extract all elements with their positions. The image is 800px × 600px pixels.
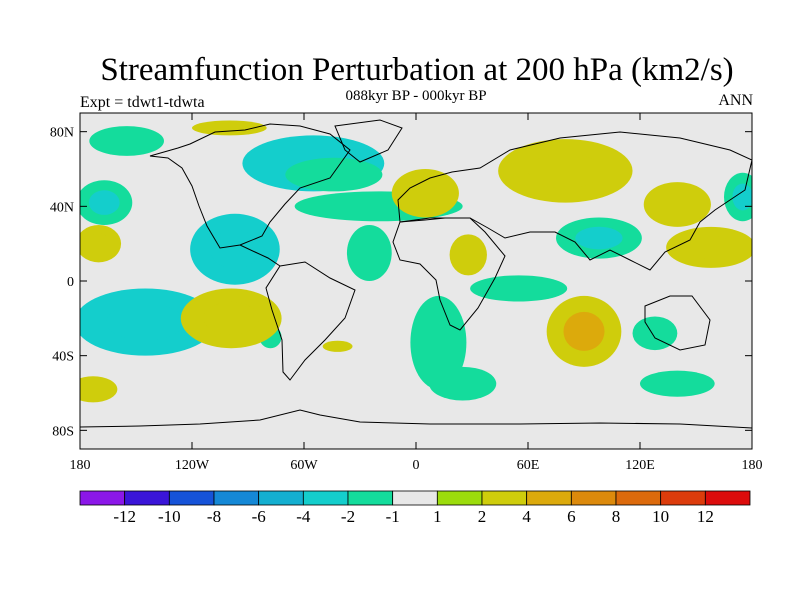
colorbar-swatch [258, 490, 304, 506]
lon-tick-label: 0 [413, 458, 420, 473]
lon-tick-label: 120W [175, 458, 210, 473]
anomaly-region-26 [192, 120, 267, 136]
colorbar-label: -2 [341, 507, 355, 526]
colorbar-label: -1 [386, 507, 400, 526]
coastline-north-america [149, 123, 351, 249]
lat-tick-label: 80N [50, 126, 74, 141]
anomaly-region-24 [80, 376, 118, 403]
anomaly-region-3 [285, 157, 383, 192]
map-subtitle: 088kyr BP - 000kyr BP [345, 88, 487, 104]
colorbar-swatch [660, 490, 706, 506]
lat-tick-label: 80S [52, 424, 74, 439]
lon-tick-label: 180 [742, 458, 763, 473]
anomaly-core-7 [88, 190, 120, 215]
colorbar-label: -4 [296, 507, 311, 526]
lon-tick-label: 60W [290, 458, 318, 473]
lon-tick-label: 180 [70, 458, 91, 473]
anomaly-region-19 [449, 234, 487, 276]
longitude-axis: 180 120W 60W 0 60E 120E 180 [70, 113, 763, 473]
anomaly-region-9 [429, 366, 497, 401]
lon-tick-label: 60E [517, 458, 540, 473]
anomaly-region-5 [346, 225, 392, 281]
anomaly-core-22 [86, 233, 111, 254]
anomaly-core-0 [106, 303, 185, 341]
colorbar-label: -6 [252, 507, 266, 526]
coastline-greenland [334, 119, 403, 163]
colorbar-swatch [392, 490, 438, 506]
coastlines [80, 119, 752, 429]
lat-tick-label: 40N [50, 200, 74, 215]
anomaly-field [80, 120, 752, 403]
anomaly-core-12 [732, 183, 752, 211]
map-background [80, 113, 752, 449]
coastline-south-america [265, 261, 356, 381]
colorbar-label: 6 [567, 507, 576, 526]
coastline-africa [392, 217, 506, 331]
colorbar-swatch [124, 490, 170, 506]
colorbar-label: 12 [697, 507, 714, 526]
lat-tick-label: 0 [67, 275, 74, 290]
coastline-antarctica [80, 409, 752, 429]
colorbar-swatch [704, 490, 751, 506]
colorbar-label: 4 [522, 507, 531, 526]
colorbar-legend: -12 -10 -8 -6 -4 -2 -1 1 2 4 6 8 10 12 [79, 490, 751, 526]
colorbar-swatch [79, 490, 126, 506]
colorbar-label: -12 [113, 507, 136, 526]
lon-tick-label: 120E [625, 458, 655, 473]
period-label: ANN [718, 92, 753, 109]
lat-tick-label: 40S [52, 350, 74, 365]
colorbar-label: -8 [207, 507, 221, 526]
anomaly-core-20 [563, 311, 605, 351]
experiment-label: Expt = tdwt1-tdwta [80, 94, 205, 111]
colorbar-swatch [302, 490, 349, 506]
anomaly-core-1 [210, 229, 260, 269]
coastline-eurasia [397, 131, 752, 271]
anomaly-region-13 [640, 370, 715, 397]
colorbar-swatch [481, 490, 528, 506]
colorbar-swatch [168, 490, 215, 506]
colorbar-swatch [347, 490, 394, 506]
colorbar-label: 1 [433, 507, 442, 526]
colorbar-swatch [213, 490, 260, 506]
anomaly-region-25 [322, 340, 353, 352]
anomaly-core-17 [528, 153, 603, 189]
anomaly-core-11 [575, 226, 623, 250]
anomaly-core-21 [686, 236, 736, 259]
coastline-central-america [239, 244, 281, 267]
coastline-australia [644, 295, 711, 351]
map-title: Streamfunction Perturbation at 200 hPa (… [100, 52, 734, 88]
colorbar-swatch [615, 490, 662, 506]
anomaly-region-10 [470, 275, 568, 302]
colorbar-swatch [526, 490, 572, 506]
colorbar-label: 2 [478, 507, 487, 526]
anomaly-region-8 [410, 295, 467, 390]
anomaly-region-23 [643, 182, 711, 227]
anomaly-core-16 [203, 301, 259, 335]
colorbar-label: 8 [612, 507, 621, 526]
colorbar-label: -10 [158, 507, 181, 526]
colorbar-swatch [570, 490, 617, 506]
anomaly-region-6 [89, 126, 164, 156]
anomaly-region-18 [391, 169, 459, 218]
colorbar-swatch [436, 490, 483, 506]
anomaly-region-14 [632, 316, 678, 351]
latitude-axis: 80N 40N 0 40S 80S [50, 126, 752, 439]
colorbar-label: 10 [652, 507, 669, 526]
